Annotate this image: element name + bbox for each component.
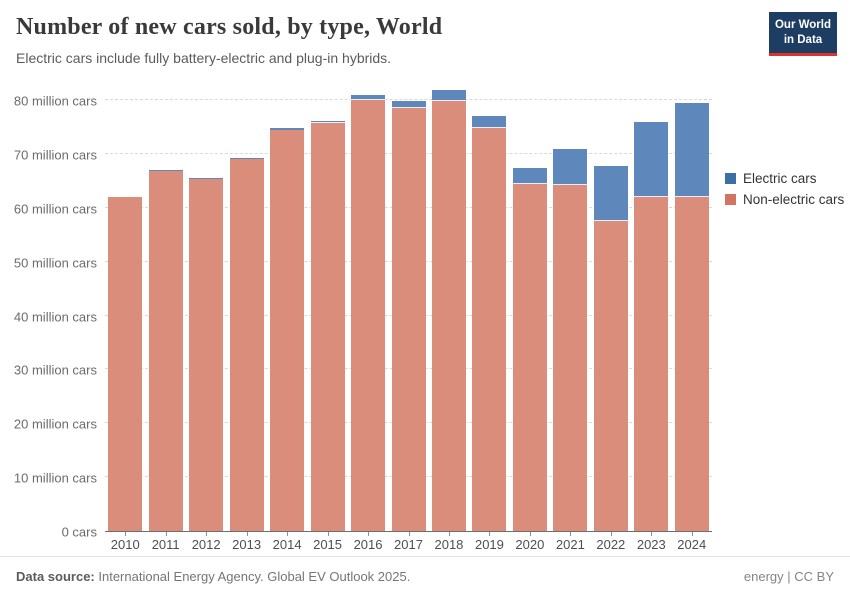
x-tick-label-2011: 2011 bbox=[151, 537, 180, 552]
footer: Data source: International Energy Agency… bbox=[0, 556, 850, 600]
y-tick-label-40: 40 million cars bbox=[13, 309, 97, 325]
x-tick-label-2017: 2017 bbox=[394, 537, 423, 552]
bar-segment-electric-2023[interactable] bbox=[634, 121, 669, 197]
y-tick-label-70: 70 million cars bbox=[13, 147, 97, 163]
owid-logo[interactable]: Our World in Data bbox=[769, 12, 837, 56]
y-tick-label-20: 20 million cars bbox=[13, 416, 97, 432]
bar-segment-non-electric-2024[interactable] bbox=[674, 196, 709, 531]
x-tick-label-2020: 2020 bbox=[515, 537, 545, 552]
owid-logo-line1: Our World bbox=[774, 19, 831, 31]
x-tick-2018 bbox=[448, 532, 450, 536]
bar-segment-non-electric-2019[interactable] bbox=[472, 127, 507, 531]
x-tick-label-2018: 2018 bbox=[434, 537, 464, 552]
x-tick-2019 bbox=[489, 532, 491, 536]
x-tick-2016 bbox=[368, 532, 370, 536]
bar-segment-non-electric-2016[interactable] bbox=[351, 99, 386, 531]
x-tick-label-2012: 2012 bbox=[191, 537, 221, 552]
x-tick-2020 bbox=[529, 532, 531, 536]
bar-segment-electric-2020[interactable] bbox=[512, 168, 547, 185]
y-tick-label-30: 30 million cars bbox=[13, 362, 97, 378]
gridline-80 bbox=[105, 99, 712, 101]
x-tick-label-2010: 2010 bbox=[110, 537, 140, 552]
bar-segment-non-electric-2022[interactable] bbox=[593, 221, 628, 531]
bar-segment-non-electric-2014[interactable] bbox=[270, 129, 305, 531]
x-tick-label-2013: 2013 bbox=[232, 537, 262, 552]
x-tick-2010 bbox=[125, 532, 127, 536]
bar-segment-electric-2013[interactable] bbox=[229, 158, 264, 160]
y-tick-label-50: 50 million cars bbox=[13, 255, 97, 271]
bar-segment-electric-2024[interactable] bbox=[674, 102, 709, 197]
x-tick-label-2016: 2016 bbox=[353, 537, 383, 552]
x-tick-2014 bbox=[287, 532, 289, 536]
bar-segment-electric-2014[interactable] bbox=[270, 128, 305, 130]
x-tick-2015 bbox=[327, 532, 329, 536]
data-source-note: Data source: International Energy Agency… bbox=[16, 569, 410, 584]
x-tick-label-2015: 2015 bbox=[313, 537, 343, 552]
x-tick-2013 bbox=[246, 532, 248, 536]
bar-segment-electric-2012[interactable] bbox=[189, 178, 224, 179]
plot-area bbox=[105, 85, 712, 536]
bar-segment-non-electric-2023[interactable] bbox=[634, 196, 669, 531]
bar-segment-non-electric-2015[interactable] bbox=[310, 123, 345, 531]
x-tick-label-2022: 2022 bbox=[596, 537, 626, 552]
data-source-text: International Energy Agency. Global EV O… bbox=[94, 569, 411, 584]
x-tick-2023 bbox=[651, 532, 653, 536]
bar-segment-electric-2016[interactable] bbox=[351, 94, 386, 100]
x-tick-2011 bbox=[165, 532, 167, 536]
bar-segment-electric-2011[interactable] bbox=[148, 169, 183, 171]
page-title: Number of new cars sold, by type, World bbox=[16, 14, 443, 40]
x-tick-label-2023: 2023 bbox=[636, 537, 666, 552]
bar-segment-electric-2017[interactable] bbox=[391, 101, 426, 108]
bar-segment-non-electric-2021[interactable] bbox=[553, 185, 588, 531]
y-tick-label-60: 60 million cars bbox=[13, 201, 97, 217]
bar-segment-electric-2015[interactable] bbox=[310, 120, 345, 124]
bar-segment-non-electric-2011[interactable] bbox=[148, 170, 183, 531]
x-tick-label-2014: 2014 bbox=[272, 537, 302, 552]
legend: Electric cars Non-electric cars bbox=[725, 171, 844, 213]
bar-segment-non-electric-2013[interactable] bbox=[229, 159, 264, 531]
y-tick-label-80: 80 million cars bbox=[13, 93, 97, 109]
chart-area: 0 cars 10 million cars 20 million cars 30 m… bbox=[0, 85, 850, 555]
bar-segment-electric-2022[interactable] bbox=[593, 165, 628, 222]
data-source-label: Data source: bbox=[16, 569, 95, 584]
bar-segment-non-electric-2020[interactable] bbox=[512, 184, 547, 531]
bar-segment-electric-2019[interactable] bbox=[472, 116, 507, 128]
legend-label-non-electric: Non-electric cars bbox=[743, 192, 845, 207]
license-link[interactable]: energy | CC BY bbox=[743, 569, 834, 584]
x-tick-label-2024: 2024 bbox=[677, 537, 707, 552]
legend-item-non-electric-cars[interactable]: Non-electric cars bbox=[725, 192, 844, 207]
y-axis-labels: 0 cars 10 million cars 20 million cars 30 m… bbox=[0, 85, 97, 540]
bar-segment-non-electric-2012[interactable] bbox=[189, 178, 224, 531]
x-tick-2024 bbox=[691, 532, 693, 536]
legend-item-electric-cars[interactable]: Electric cars bbox=[725, 171, 844, 186]
bar-segment-electric-2018[interactable] bbox=[431, 89, 466, 101]
bar-segment-non-electric-2018[interactable] bbox=[431, 100, 466, 531]
owid-logo-line2: in Data bbox=[783, 33, 823, 46]
legend-label-electric: Electric cars bbox=[743, 171, 817, 186]
x-tick-label-2019: 2019 bbox=[474, 537, 504, 552]
y-tick-label-10: 10 million cars bbox=[13, 470, 97, 486]
bar-segment-electric-2021[interactable] bbox=[553, 149, 588, 186]
x-tick-2017 bbox=[408, 532, 410, 536]
x-tick-label-2021: 2021 bbox=[555, 537, 585, 552]
bar-segment-non-electric-2010[interactable] bbox=[108, 197, 143, 531]
x-tick-2012 bbox=[206, 532, 208, 536]
y-tick-label-0: 0 cars bbox=[61, 524, 97, 540]
chart-subtitle: Electric cars include fully battery-elec… bbox=[16, 50, 392, 66]
electric-cars-swatch-icon bbox=[725, 173, 736, 184]
bar-segment-non-electric-2017[interactable] bbox=[391, 107, 426, 531]
x-tick-2022 bbox=[610, 532, 612, 536]
non-electric-cars-swatch-icon bbox=[725, 194, 736, 205]
x-tick-2021 bbox=[570, 532, 572, 536]
